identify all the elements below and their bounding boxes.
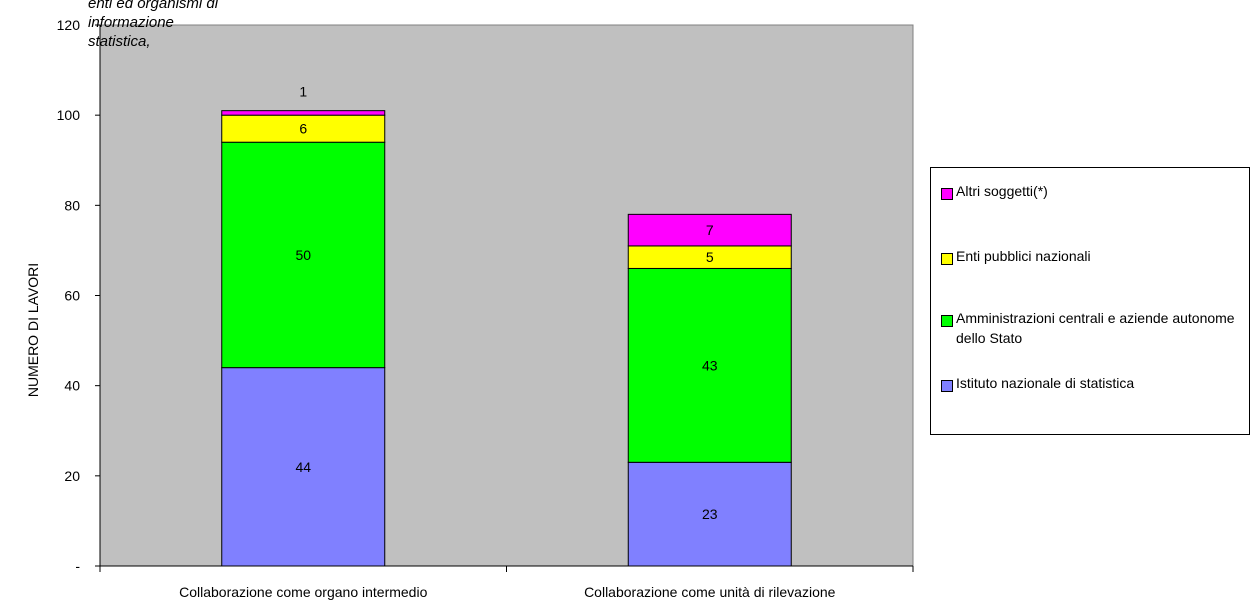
legend: Altri soggetti(*) Enti pubblici nazional… bbox=[930, 167, 1250, 435]
y-tick-label: 60 bbox=[64, 288, 80, 304]
y-tick-label: 120 bbox=[57, 17, 81, 33]
bar-data-label: 23 bbox=[702, 506, 718, 522]
legend-item-amministrazioni: Amministrazioni centrali e aziende auton… bbox=[941, 308, 1241, 348]
data-labels: 44 50 6 1 23 43 5 7 bbox=[295, 84, 717, 522]
y-tick-label: 20 bbox=[64, 468, 80, 484]
y-tick-label: 80 bbox=[64, 197, 80, 213]
y-tick-label: 100 bbox=[57, 107, 81, 123]
legend-swatch-amministrazioni bbox=[941, 315, 953, 327]
legend-label: Enti pubblici nazionali bbox=[956, 248, 1091, 264]
y-axis-title: NUMERO DI LAVORI bbox=[25, 263, 41, 397]
bar-segment bbox=[221, 367, 386, 567]
legend-label: Altri soggetti(*) bbox=[956, 183, 1048, 199]
bar-data-label: 43 bbox=[702, 357, 718, 373]
legend-label: Amministrazioni centrali e aziende auton… bbox=[956, 310, 1235, 346]
annotation-text: enti ed organismi di informazione statis… bbox=[88, 0, 219, 50]
x-axis: Collaborazione come organo intermedio Col… bbox=[99, 565, 914, 600]
bar-data-label: 44 bbox=[295, 459, 311, 475]
bar-segment bbox=[627, 267, 792, 463]
y-tick-label: 40 bbox=[64, 378, 80, 394]
bar-segment bbox=[221, 114, 386, 143]
bar-data-label: 50 bbox=[295, 247, 311, 263]
bar-segment bbox=[221, 110, 386, 116]
legend-item-altri-soggetti: Altri soggetti(*) bbox=[941, 181, 1241, 201]
x-tick-label: Collaborazione come organo intermedio bbox=[179, 584, 427, 600]
bar-data-label: 1 bbox=[299, 84, 307, 100]
bar-data-label: 5 bbox=[706, 249, 714, 265]
bars bbox=[221, 110, 792, 567]
bar-segment bbox=[627, 213, 792, 247]
bar-segment bbox=[627, 461, 792, 567]
legend-item-istat: Istituto nazionale di statistica bbox=[941, 373, 1241, 393]
legend-label: Istituto nazionale di statistica bbox=[956, 375, 1135, 391]
legend-swatch-enti-pubblici bbox=[941, 253, 953, 265]
x-tick-label: Collaborazione come unità di rilevazione bbox=[584, 584, 836, 600]
legend-swatch-altri-soggetti bbox=[941, 188, 953, 200]
legend-item-enti-pubblici: Enti pubblici nazionali bbox=[941, 246, 1241, 266]
y-axis: - 20 40 60 80 100 120 bbox=[57, 17, 101, 574]
legend-swatch-istat bbox=[941, 380, 953, 392]
y-tick-label: - bbox=[75, 558, 80, 574]
bar-data-label: 6 bbox=[299, 121, 307, 137]
bar-data-label: 7 bbox=[706, 222, 714, 238]
bar-segment bbox=[221, 141, 386, 369]
